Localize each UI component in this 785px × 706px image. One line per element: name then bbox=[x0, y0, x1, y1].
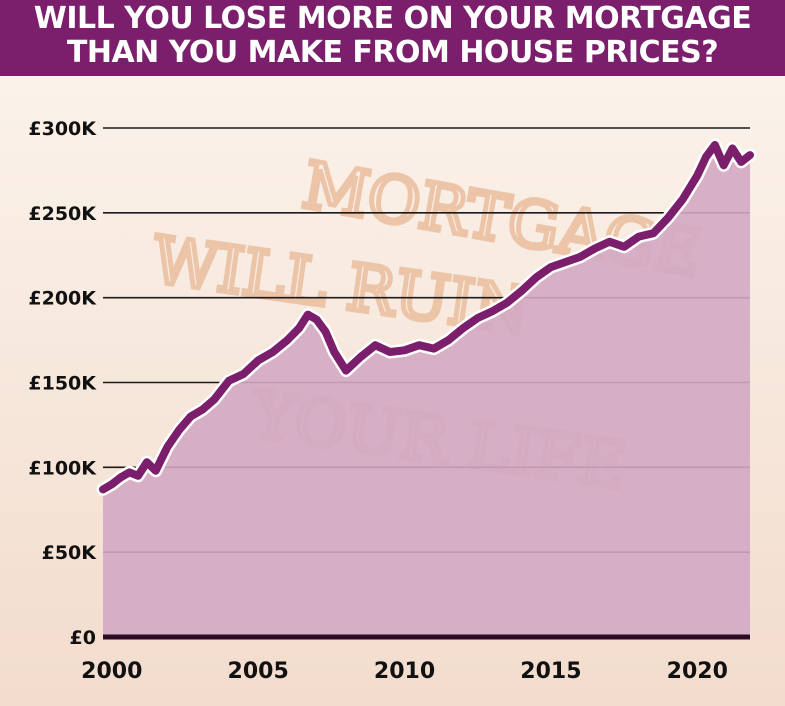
data-line bbox=[99, 141, 754, 494]
x-tick-label: 2005 bbox=[228, 659, 289, 684]
chart-title-line-2: THAN YOU MAKE FROM HOUSE PRICES? bbox=[66, 35, 719, 70]
x-tick-label: 2000 bbox=[81, 659, 142, 684]
y-tick-label: £0 bbox=[70, 627, 96, 649]
x-tick-label: 2015 bbox=[520, 659, 581, 684]
chart-title-line-1: WILL YOU LOSE MORE ON YOUR MORTGAGE bbox=[33, 1, 752, 36]
y-tick-label: £250K bbox=[28, 203, 97, 225]
y-tick-label: £200K bbox=[28, 288, 97, 310]
title-banner: WILL YOU LOSE MORE ON YOUR MORTGAGE THAN… bbox=[0, 0, 785, 76]
y-tick-label: £300K bbox=[28, 118, 97, 140]
area-fill bbox=[103, 145, 750, 637]
y-tick-label: £150K bbox=[28, 373, 97, 395]
x-tick-label: 2020 bbox=[667, 659, 728, 684]
x-tick-label: 2010 bbox=[374, 659, 435, 684]
y-tick-label: £50K bbox=[42, 542, 98, 564]
y-axis-labels: £0 £50K £100K £150K £200K £250K £300K bbox=[28, 118, 97, 649]
x-axis-labels: 2000 2005 2010 2015 2020 bbox=[81, 659, 728, 684]
y-tick-label: £100K bbox=[28, 457, 97, 479]
